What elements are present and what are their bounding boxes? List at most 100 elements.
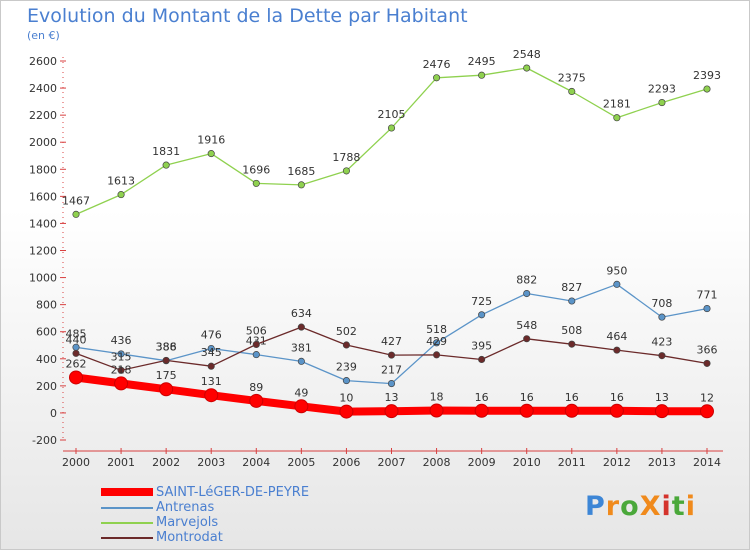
legend-swatch (101, 522, 153, 524)
data-label: 2293 (648, 83, 676, 96)
logo-letter: P (585, 491, 606, 522)
data-point (117, 366, 125, 374)
y-tick-label: -200 (32, 434, 57, 447)
data-point (564, 403, 579, 418)
data-label: 16 (565, 391, 579, 404)
data-label: 388 (156, 340, 177, 353)
data-label: 2181 (603, 98, 631, 111)
x-tick-label: 2007 (378, 456, 406, 469)
data-point (162, 356, 170, 364)
data-point (478, 71, 486, 79)
data-label: 366 (697, 343, 718, 356)
data-label: 16 (475, 391, 489, 404)
y-tick-label: 1800 (29, 163, 57, 176)
legend-swatch (101, 537, 153, 539)
x-tick-label: 2012 (603, 456, 631, 469)
data-point (703, 359, 711, 367)
data-label: 315 (111, 350, 132, 363)
x-tick-label: 2003 (197, 456, 225, 469)
x-tick-label: 2006 (332, 456, 360, 469)
data-point (478, 311, 486, 319)
logo-letter: X (639, 491, 662, 522)
data-point (519, 403, 534, 418)
data-point (703, 85, 711, 93)
data-point (252, 179, 260, 187)
data-point (159, 382, 174, 397)
data-point (342, 341, 350, 349)
x-tick-label: 2001 (107, 456, 135, 469)
data-point (114, 376, 129, 391)
chart-subtitle: (en €) (27, 29, 60, 42)
data-point (162, 161, 170, 169)
data-label: 1685 (287, 165, 315, 178)
data-point (342, 377, 350, 385)
data-point (523, 289, 531, 298)
data-label: 18 (430, 390, 444, 403)
data-label: 16 (520, 391, 534, 404)
data-label: 2476 (423, 58, 451, 71)
data-label: 725 (471, 295, 492, 308)
data-label: 1696 (242, 163, 270, 176)
data-label: 508 (561, 324, 582, 337)
x-tick-label: 2010 (513, 456, 541, 469)
data-point (207, 362, 215, 370)
data-label: 464 (606, 330, 627, 343)
y-tick-label: 600 (36, 326, 57, 339)
data-point (658, 313, 666, 321)
data-point (703, 305, 711, 313)
data-label: 345 (201, 346, 222, 359)
data-label: 2495 (468, 55, 496, 68)
proxiti-logo: ProXiti (585, 491, 696, 522)
x-tick-label: 2004 (242, 456, 270, 469)
data-label: 502 (336, 325, 357, 338)
data-point (117, 191, 125, 199)
y-tick-label: 2200 (29, 109, 57, 122)
data-label: 1788 (332, 151, 360, 164)
data-label: 16 (610, 391, 624, 404)
data-label: 708 (651, 297, 672, 310)
data-point (387, 380, 396, 388)
data-point (658, 352, 666, 360)
data-label: 827 (561, 281, 582, 294)
legend-label: Montrodat (156, 530, 223, 545)
data-label: 262 (66, 357, 87, 370)
data-label: 13 (655, 391, 669, 404)
data-point (654, 404, 669, 419)
x-tick-label: 2009 (468, 456, 496, 469)
data-point (523, 335, 531, 343)
data-point (523, 64, 531, 72)
data-point (339, 404, 354, 419)
x-tick-label: 2011 (558, 456, 586, 469)
y-tick-label: 1200 (29, 245, 57, 258)
y-tick-label: 2000 (29, 136, 57, 149)
chart-title: Evolution du Montant de la Dette par Hab… (27, 5, 468, 27)
data-label: 239 (336, 361, 357, 374)
data-label: 1916 (197, 134, 225, 147)
data-point (433, 351, 441, 359)
y-tick-label: 1000 (29, 272, 57, 285)
x-tick-label: 2013 (648, 456, 676, 469)
logo-letter: i (685, 491, 696, 522)
data-label: 476 (201, 328, 222, 341)
data-label: 423 (651, 336, 672, 349)
data-point (294, 399, 309, 414)
x-tick-label: 2008 (423, 456, 451, 469)
data-label: 2105 (378, 108, 406, 121)
data-point (568, 87, 576, 96)
data-label: 13 (385, 391, 399, 404)
data-point (433, 339, 441, 347)
data-point (433, 74, 441, 82)
y-tick-label: 2600 (29, 55, 57, 68)
data-point (249, 393, 264, 408)
data-label: 548 (516, 319, 537, 332)
data-point (387, 351, 396, 359)
legend-swatch (101, 488, 153, 496)
legend-label: Antrenas (156, 500, 215, 515)
data-label: 882 (516, 274, 537, 287)
data-label: 386 (156, 341, 177, 354)
data-label: 2375 (558, 71, 586, 84)
data-point (207, 344, 215, 353)
data-label: 381 (291, 341, 312, 354)
data-label: 1613 (107, 175, 135, 188)
x-tick-label: 2014 (693, 456, 721, 469)
